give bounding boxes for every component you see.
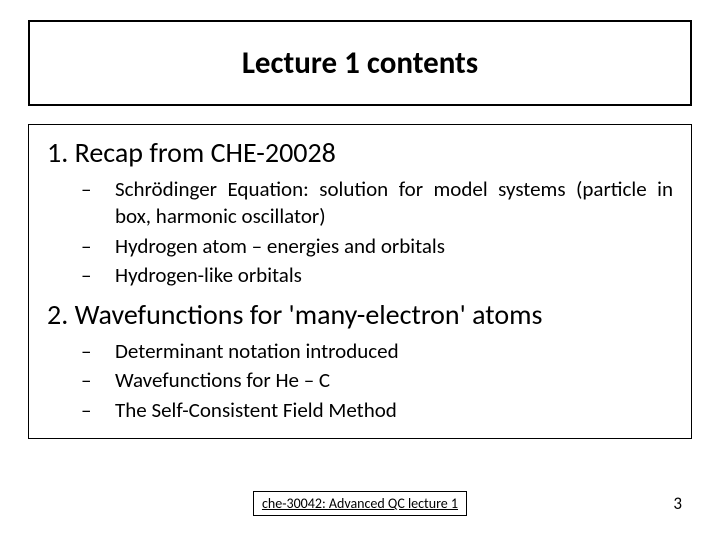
bullet-icon: –: [81, 397, 115, 424]
slide-title: Lecture 1 contents: [40, 44, 680, 82]
item-text: Wavefunctions for He – C: [115, 367, 330, 394]
section-title-1: Recap from CHE-20028: [75, 135, 336, 170]
bullet-icon: –: [81, 233, 115, 260]
section-heading-2: 2. Wavefunctions for 'many-electron' ato…: [47, 297, 673, 332]
list-item: – Hydrogen atom – energies and orbitals: [81, 233, 673, 260]
content-box: 1. Recap from CHE-20028 – Schrödinger Eq…: [28, 124, 692, 439]
bullet-icon: –: [81, 367, 115, 394]
item-text: Determinant notation introduced: [115, 338, 399, 365]
slide-footer: che-30042: Advanced QC lecture 1 3: [0, 491, 720, 516]
item-text: Hydrogen atom – energies and orbitals: [115, 233, 445, 260]
title-box: Lecture 1 contents: [28, 20, 692, 106]
sublist-2: – Determinant notation introduced – Wave…: [81, 338, 673, 424]
bullet-icon: –: [81, 262, 115, 289]
list-item: – Determinant notation introduced: [81, 338, 673, 365]
footer-label: che-30042: Advanced QC lecture 1: [253, 491, 467, 516]
list-item: – Hydrogen-like orbitals: [81, 262, 673, 289]
section-heading-1: 1. Recap from CHE-20028: [47, 135, 673, 170]
page-number: 3: [673, 493, 682, 514]
sublist-1: – Schrödinger Equation: solution for mod…: [81, 176, 673, 289]
section-number-2: 2.: [47, 297, 68, 332]
list-item: – The Self-Consistent Field Method: [81, 397, 673, 424]
section-number-1: 1.: [47, 135, 68, 170]
bullet-icon: –: [81, 176, 115, 231]
list-item: – Wavefunctions for He – C: [81, 367, 673, 394]
item-text: The Self-Consistent Field Method: [115, 397, 397, 424]
section-title-2: Wavefunctions for 'many-electron' atoms: [75, 297, 543, 332]
bullet-icon: –: [81, 338, 115, 365]
item-text: Hydrogen-like orbitals: [115, 262, 302, 289]
item-text: Schrödinger Equation: solution for model…: [115, 176, 673, 231]
list-item: – Schrödinger Equation: solution for mod…: [81, 176, 673, 231]
